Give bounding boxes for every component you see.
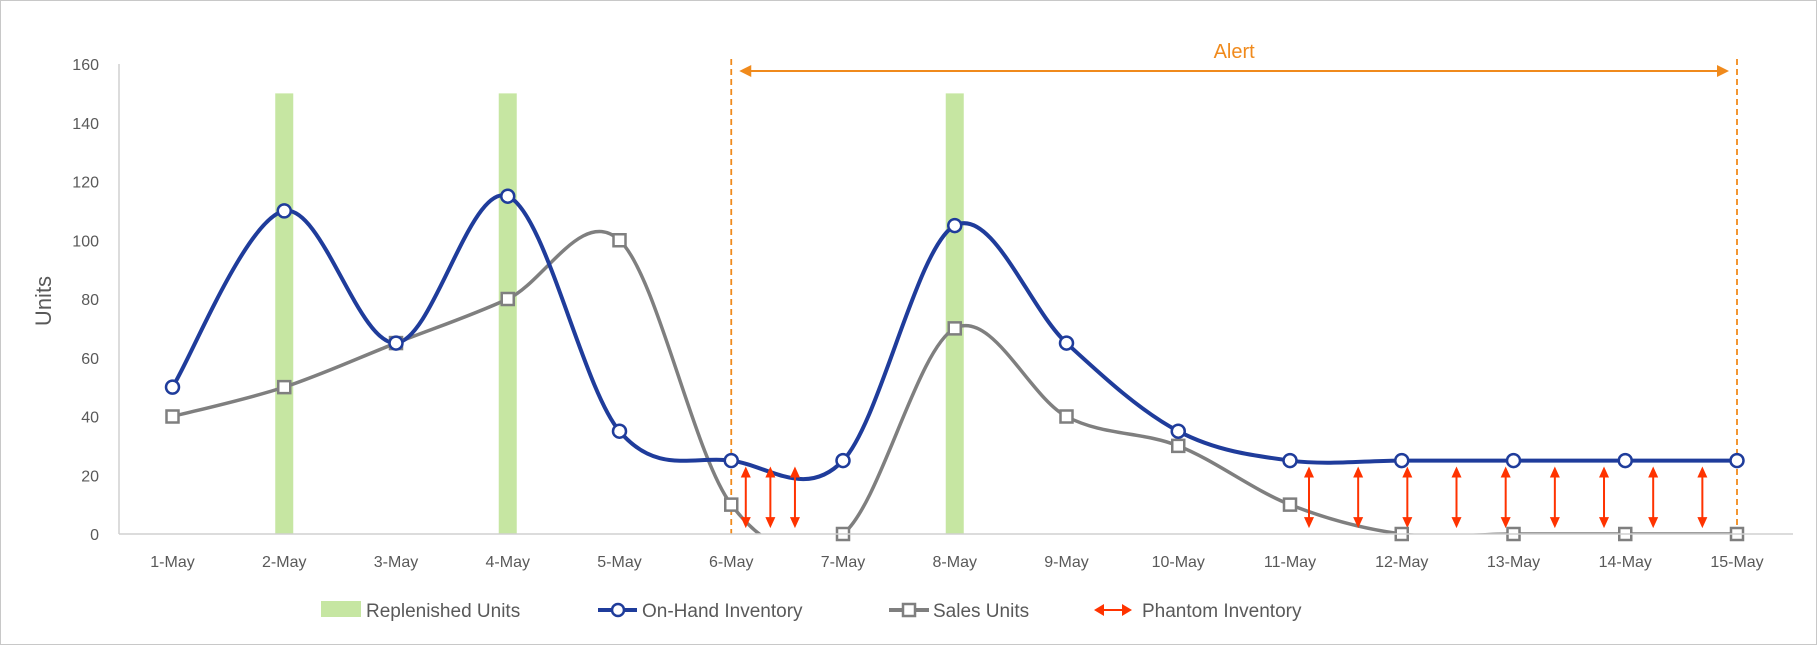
x-tick-label: 4-May — [486, 554, 530, 571]
x-tick-label: 13-May — [1487, 554, 1540, 571]
sales-marker — [612, 233, 627, 248]
replenished-bar — [498, 93, 517, 534]
legend-label-on-hand: On-Hand Inventory — [642, 601, 803, 622]
sales-marker — [947, 321, 962, 336]
alert-label: Alert — [1214, 41, 1256, 63]
x-tick-label: 12-May — [1375, 554, 1428, 571]
x-tick-label: 2-May — [262, 554, 306, 571]
on-hand-marker — [500, 188, 516, 204]
y-tick-label: 100 — [72, 233, 99, 250]
legend-square-marker-icon — [901, 602, 917, 618]
on-hand-marker — [164, 379, 181, 395]
on-hand-marker — [1394, 452, 1410, 469]
legend-label-sales: Sales Units — [933, 601, 1029, 622]
phantom-inventory-arrow — [1402, 466, 1413, 529]
sales-line — [172, 229, 1737, 535]
sales-marker — [1171, 438, 1186, 454]
replenished-bar — [945, 93, 964, 534]
on-hand-marker — [835, 452, 851, 469]
x-tick-label: 9-May — [1044, 554, 1088, 571]
phantom-inventory-arrow — [740, 466, 751, 529]
phantom-inventory-arrow — [1451, 466, 1462, 529]
y-tick-label: 20 — [81, 468, 99, 485]
x-tick-label: 15-May — [1710, 554, 1763, 571]
sales-marker — [500, 291, 515, 307]
legend-double-arrow-icon — [1094, 604, 1132, 616]
legend-circle-marker-icon — [610, 602, 626, 618]
x-tick-label: 14-May — [1599, 554, 1652, 571]
phantom-arrows — [740, 466, 1708, 529]
x-tick-label: 7-May — [821, 554, 865, 571]
x-tick-label: 10-May — [1152, 554, 1205, 571]
x-tick-label: 3-May — [374, 554, 418, 571]
replenished-bars — [275, 93, 964, 534]
phantom-inventory-arrow — [1500, 466, 1511, 529]
legend-label-replenished: Replenished Units — [366, 601, 520, 622]
on-hand-marker — [1617, 452, 1633, 469]
x-axis: 1-May 2-May 3-May 4-May 5-May 6-May 7-May 8-May… — [119, 533, 1793, 571]
phantom-inventory-arrow — [1697, 466, 1708, 529]
y-tick-label: 0 — [90, 527, 99, 544]
phantom-inventory-arrow — [1549, 466, 1560, 529]
legend: Replenished Units On-Hand Inventory Sale… — [321, 601, 1302, 622]
sales-marker — [724, 497, 739, 512]
y-tick-label: 160 — [72, 57, 99, 74]
y-axis: 0 20 40 60 80 100 120 140 160 — [72, 57, 120, 544]
phantom-inventory-arrow — [1648, 466, 1659, 529]
legend-swatch-replenished — [321, 601, 361, 617]
y-tick-label: 80 — [81, 292, 99, 309]
phantom-inventory-arrow — [1599, 466, 1610, 529]
x-tick-label: 1-May — [150, 554, 194, 571]
y-tick-label: 40 — [81, 410, 99, 427]
on-hand-marker — [276, 203, 292, 219]
x-tick-label: 8-May — [933, 554, 977, 571]
on-hand-marker — [1505, 452, 1522, 469]
phantom-inventory-arrow — [1303, 466, 1314, 529]
sales-marker — [277, 379, 292, 395]
on-hand-marker — [611, 423, 628, 439]
x-tick-label: 6-May — [709, 554, 753, 571]
on-hand-marker — [947, 217, 963, 234]
y-axis-label: Units — [31, 276, 56, 326]
y-tick-label: 60 — [81, 351, 99, 368]
phantom-inventory-arrow — [789, 466, 800, 529]
sales-marker — [165, 409, 180, 424]
on-hand-marker — [1729, 452, 1745, 469]
sales-marker — [1282, 497, 1298, 512]
sales-marker — [1059, 409, 1074, 424]
x-tick-label: 11-May — [1264, 554, 1316, 571]
y-tick-label: 140 — [72, 116, 99, 133]
phantom-inventory-arrow — [765, 466, 776, 529]
x-tick-label: 5-May — [597, 554, 641, 571]
on-hand-marker — [388, 335, 404, 351]
legend-label-phantom: Phantom Inventory — [1142, 601, 1302, 622]
phantom-inventory-arrow — [1353, 466, 1364, 529]
on-hand-marker — [723, 452, 739, 469]
on-hand-marker — [1170, 423, 1186, 439]
replenished-bar — [275, 93, 294, 534]
on-hand-marker — [1282, 452, 1298, 469]
on-hand-marker — [1058, 335, 1075, 351]
y-tick-label: 120 — [72, 175, 99, 192]
